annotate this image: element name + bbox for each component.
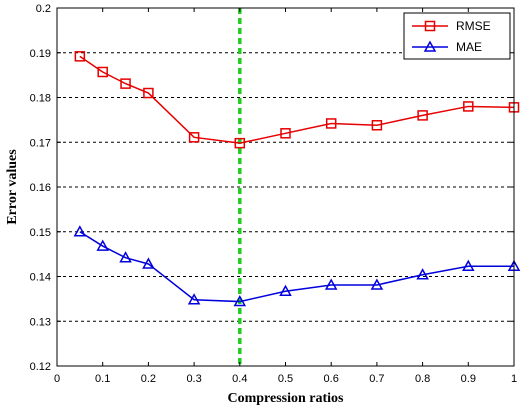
- series-layer: [73, 51, 521, 307]
- series-line: [79, 231, 514, 303]
- axis-ticks: 0.12 0.13 0.14 0.15 0.16 0.17 0.18 0.19 0.2 0 0.1 0…: [30, 3, 517, 385]
- data-point: [143, 87, 154, 99]
- x-axis-label: Compression ratios: [227, 391, 344, 406]
- y-axis-label: Error values: [5, 149, 20, 225]
- data-point: [280, 128, 291, 139]
- y-tick-label: 0.18: [30, 93, 51, 105]
- x-tick-label: 0: [54, 373, 60, 385]
- data-point: [371, 119, 383, 131]
- x-tick-label: 0.4: [232, 373, 247, 385]
- data-point: [74, 51, 86, 62]
- data-point: [119, 251, 132, 263]
- y-tick-label: 0.13: [30, 316, 51, 328]
- data-point: [423, 40, 437, 52]
- data-point: [370, 278, 384, 290]
- y-tick-label: 0.17: [30, 137, 51, 149]
- legend-label: MAE: [456, 40, 482, 54]
- x-tick-label: 0.6: [324, 373, 339, 385]
- data-point: [324, 278, 338, 290]
- data-point: [187, 293, 201, 305]
- x-tick-label: 1: [511, 373, 517, 385]
- data-point: [279, 284, 292, 297]
- series-mae: [73, 225, 521, 307]
- grid-lines: [57, 52, 514, 322]
- x-tick-label: 0.8: [415, 373, 430, 385]
- x-tick-label: 0.7: [369, 373, 384, 385]
- legend: RMSE MAE: [403, 12, 511, 60]
- data-point: [462, 259, 475, 271]
- data-point: [234, 137, 246, 149]
- x-tick-label: 0.5: [278, 373, 293, 385]
- legend-label: RMSE: [456, 19, 491, 33]
- legend-box: [403, 12, 511, 60]
- data-point: [120, 78, 131, 89]
- data-point: [463, 101, 474, 112]
- data-point: [97, 66, 108, 78]
- data-point: [325, 118, 337, 129]
- y-tick-label: 0.16: [30, 182, 51, 194]
- data-point: [233, 295, 247, 307]
- legend-item: RMSE: [412, 19, 491, 33]
- x-tick-label: 0.9: [461, 373, 476, 385]
- data-point: [96, 239, 109, 251]
- data-point: [73, 225, 87, 237]
- data-point: [424, 20, 436, 32]
- legend-item: MAE: [412, 40, 482, 54]
- y-tick-label: 0.14: [30, 272, 51, 284]
- series-line: [79, 55, 515, 144]
- y-tick-label: 0.2: [36, 3, 51, 15]
- y-tick-label: 0.12: [30, 361, 51, 373]
- data-point: [188, 132, 200, 143]
- series-rmse: [74, 51, 520, 149]
- y-tick-label: 0.15: [30, 227, 51, 239]
- y-tick-label: 0.19: [30, 48, 51, 60]
- data-point: [416, 268, 429, 280]
- x-tick-label: 0.1: [95, 373, 110, 385]
- data-point: [417, 110, 428, 121]
- data-point: [142, 257, 155, 269]
- x-tick-label: 0.2: [141, 373, 156, 385]
- x-tick-label: 0.3: [186, 373, 201, 385]
